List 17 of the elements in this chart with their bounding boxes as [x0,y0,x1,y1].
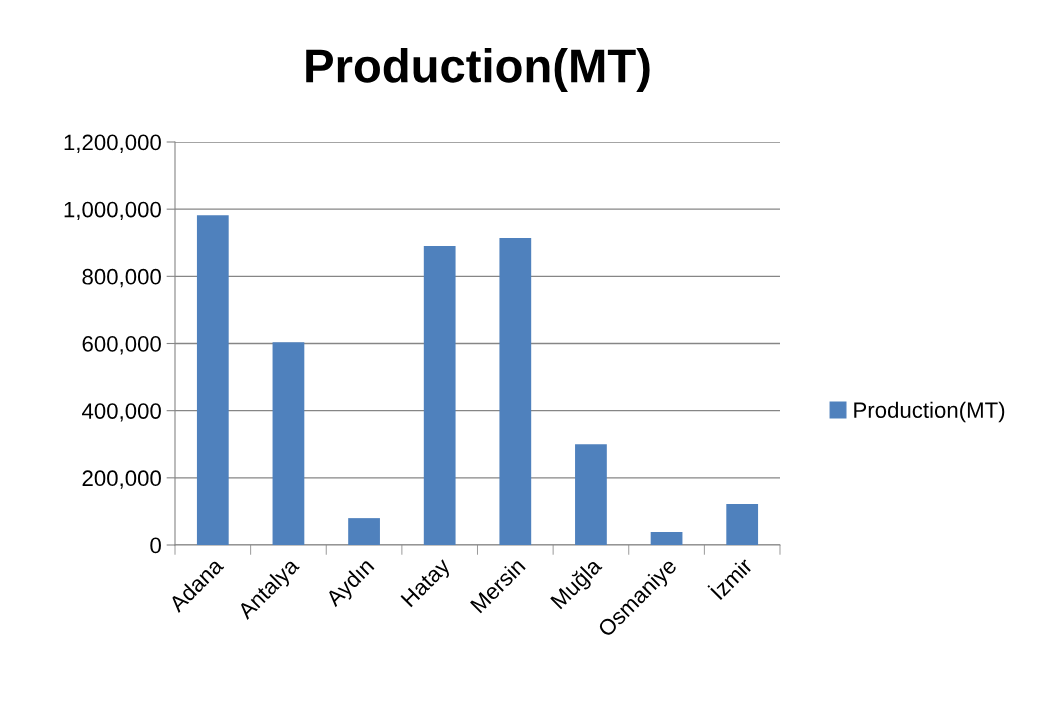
bar [423,246,456,545]
legend-label: Production(MT) [854,401,1005,423]
bar [650,531,683,545]
y-tick-label: 1,000,000 [64,201,161,221]
bar [726,504,759,545]
y-tick-label: 600,000 [82,336,161,355]
bar [575,444,607,545]
chart-title: Production(MT) [306,47,650,93]
bar [348,518,380,545]
y-tick-label: 800,000 [82,268,161,288]
y-tick-label: 1,200,000 [64,134,161,153]
y-tick-label: 400,000 [82,403,161,422]
bar [196,215,229,545]
bar [272,342,305,545]
y-tick-label: 0 [150,537,161,554]
y-tick-label: 200,000 [82,470,161,489]
bar [499,238,532,545]
